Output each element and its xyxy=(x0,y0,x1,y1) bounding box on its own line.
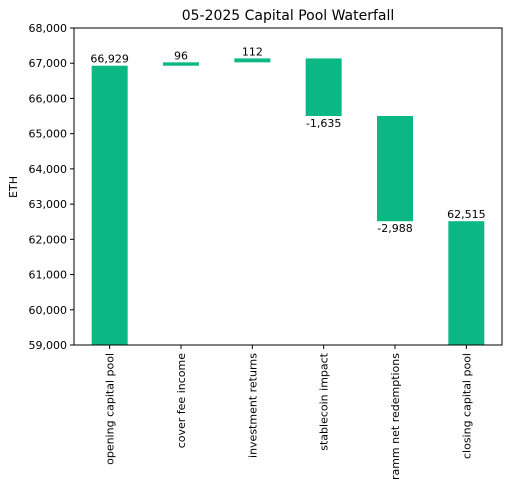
bar-cover-fee-income xyxy=(163,62,199,66)
x-tick-label: opening capital pool xyxy=(104,353,117,465)
bar-opening-capital-pool xyxy=(91,65,128,346)
data-label: -2,988 xyxy=(377,222,412,235)
y-tick-label: 63,000 xyxy=(29,198,68,211)
chart-title: 05-2025 Capital Pool Waterfall xyxy=(182,8,395,24)
data-label: 112 xyxy=(242,45,263,58)
y-tick-label: 67,000 xyxy=(29,57,68,70)
y-axis-label: ETH xyxy=(7,176,20,198)
y-tick-label: 60,000 xyxy=(29,304,68,317)
y-tick-label: 66,000 xyxy=(29,92,68,105)
x-tick-label: cover fee income xyxy=(175,353,188,448)
plot-frame xyxy=(73,27,503,346)
y-tick-label: 64,000 xyxy=(29,163,68,176)
data-label: 66,929 xyxy=(90,53,129,66)
data-label: -1,635 xyxy=(306,117,341,130)
bar-closing-capital-pool xyxy=(448,221,485,345)
data-label: 62,515 xyxy=(447,208,486,221)
bar-ramm-net-redemptions xyxy=(377,115,413,222)
y-tick-label: 61,000 xyxy=(29,269,68,282)
y-tick-label: 65,000 xyxy=(29,128,68,141)
y-tick-label: 68,000 xyxy=(29,22,68,35)
data-label: 96 xyxy=(174,49,188,62)
bar-stablecoin-impact xyxy=(305,58,342,116)
x-tick-label: stablecoin impact xyxy=(318,352,331,450)
x-tick-label: closing capital pool xyxy=(460,353,473,459)
bar-investment-returns xyxy=(234,58,271,63)
y-tick-label: 59,000 xyxy=(29,339,68,352)
y-tick-label: 62,000 xyxy=(29,233,68,246)
x-tick-label: ramm net redemptions xyxy=(389,353,402,480)
x-tick-label: investment returns xyxy=(246,353,259,458)
